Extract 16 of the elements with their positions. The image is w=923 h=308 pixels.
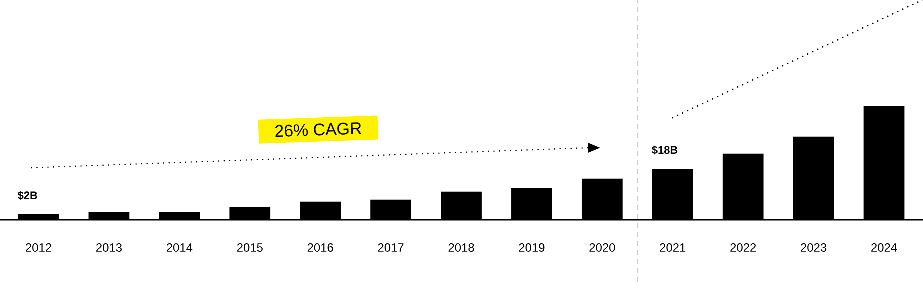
- x-tick-label: 2018: [448, 244, 474, 252]
- data-label: $2B: [18, 191, 38, 200]
- x-tick-label: 2021: [660, 244, 686, 252]
- x-tick-label: 2022: [730, 244, 756, 252]
- x-tick-label: 2023: [801, 244, 827, 252]
- x-tick-label: 2016: [308, 244, 334, 252]
- x-tick-label: 2017: [378, 244, 404, 252]
- x-tick-label: 2020: [590, 244, 616, 252]
- x-tick-label: 2013: [96, 244, 122, 252]
- x-tick-label: 2024: [872, 244, 898, 252]
- x-tick-label: 2014: [166, 244, 193, 252]
- x-tick-label: 2019: [519, 244, 545, 252]
- data-label: $18B: [652, 146, 678, 155]
- x-tick-label: 2015: [237, 244, 263, 252]
- annotation: 26% CAGR: [276, 122, 362, 138]
- x-tick-label: 2012: [26, 244, 52, 252]
